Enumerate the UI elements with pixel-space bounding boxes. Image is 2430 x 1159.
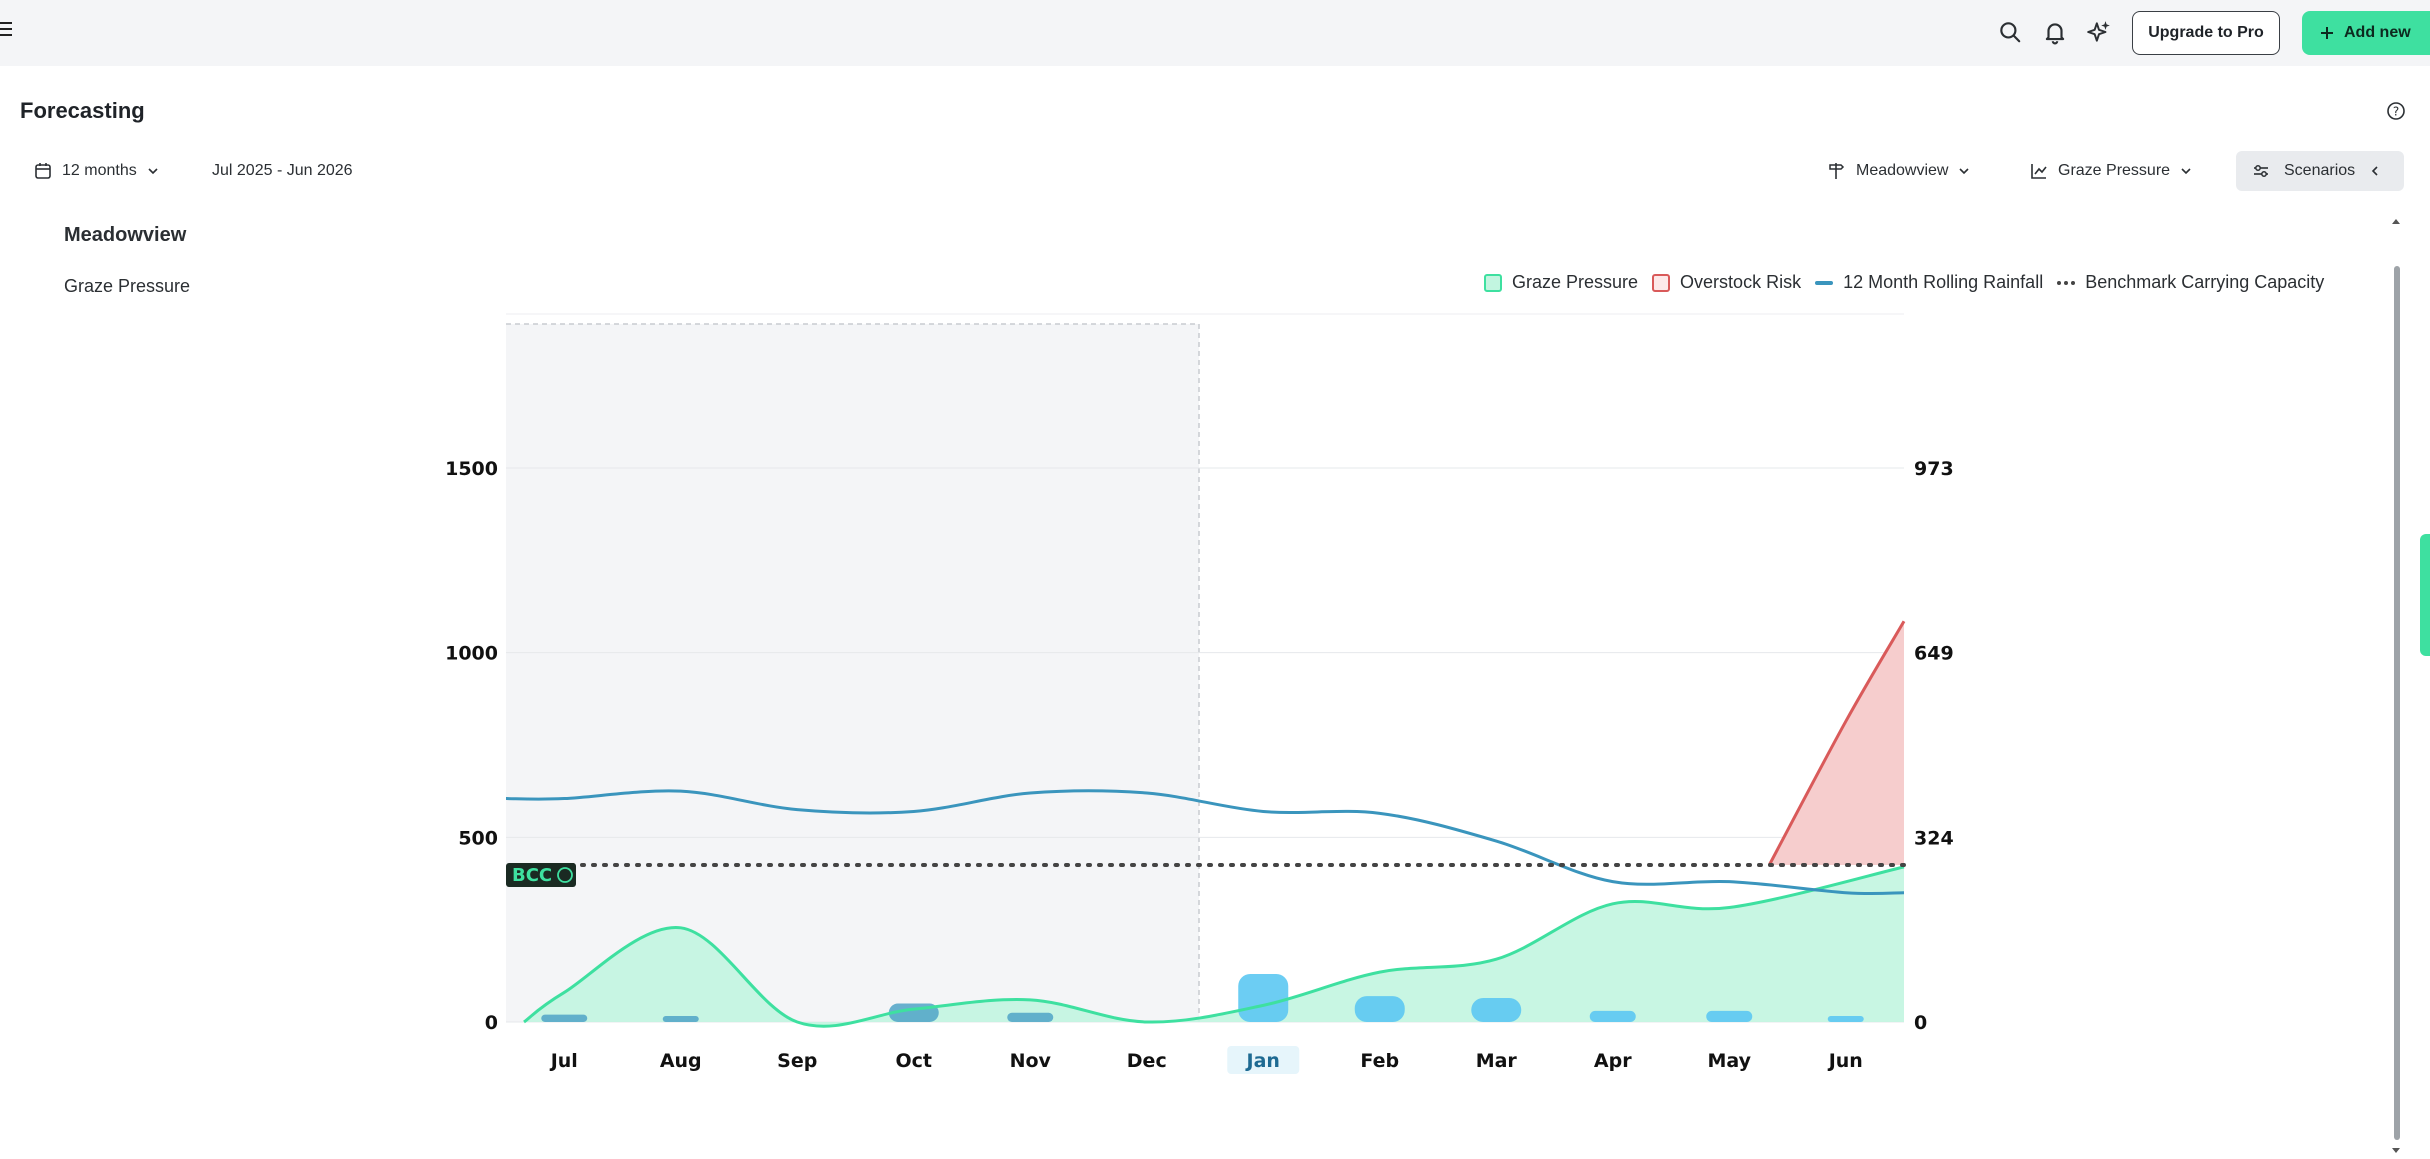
bar-nov xyxy=(1007,1012,1054,1022)
bar-jan xyxy=(1238,973,1289,1022)
benchmark-tag-label: BCC xyxy=(512,865,552,886)
legend-label: Overstock Risk xyxy=(1680,272,1802,292)
legend-item-graze-pressure[interactable]: Graze Pressure xyxy=(1484,272,1638,293)
x-tick-label: Dec xyxy=(1127,1050,1167,1072)
plus-icon xyxy=(2321,27,2333,39)
signpost-icon xyxy=(1829,163,1845,179)
scroll-up-icon[interactable] xyxy=(2390,216,2402,226)
bar-aug xyxy=(662,1016,699,1022)
info-icon xyxy=(557,867,573,883)
legend-item-benchmark[interactable]: Benchmark Carrying Capacity xyxy=(2057,272,2324,293)
scroll-down-icon[interactable] xyxy=(2390,1146,2402,1156)
bar-jun xyxy=(1827,1016,1864,1022)
y-tick-label-right: 649 xyxy=(1914,643,1954,665)
y-tick-label-right: 973 xyxy=(1914,458,1954,480)
legend-swatch xyxy=(2057,280,2076,285)
bar-may xyxy=(1706,1010,1753,1022)
x-tick-label: Sep xyxy=(777,1050,817,1072)
chevron-down-icon xyxy=(1959,168,1970,175)
x-tick-label: Jul xyxy=(549,1050,578,1072)
bar-jul xyxy=(541,1014,588,1022)
add-new-button[interactable]: Add new xyxy=(2302,11,2430,55)
x-tick-label: Jun xyxy=(1827,1050,1863,1072)
period-label: 12 months xyxy=(62,162,137,179)
period-select[interactable]: 12 months xyxy=(34,152,159,190)
line-chart-icon xyxy=(2031,164,2047,179)
bar-apr xyxy=(1589,1010,1636,1022)
legend-label: 12 Month Rolling Rainfall xyxy=(1843,272,2044,292)
y-tick-label-left: 1500 xyxy=(445,458,498,480)
side-panel-tab[interactable] xyxy=(2420,534,2430,656)
sidebar-title: Meadowview xyxy=(64,224,187,246)
search-icon[interactable] xyxy=(1997,19,2023,45)
property-label: Meadowview xyxy=(1856,162,1949,179)
bell-icon[interactable] xyxy=(2042,19,2068,45)
legend-item-overstock-risk[interactable]: Overstock Risk xyxy=(1652,272,1801,293)
legend-label: Benchmark Carrying Capacity xyxy=(2085,272,2325,292)
top-bar: Upgrade to Pro Add new xyxy=(0,0,2430,66)
help-icon[interactable]: ? xyxy=(2386,101,2406,121)
sliders-icon xyxy=(2254,165,2268,177)
bar-feb xyxy=(1354,996,1405,1022)
chevron-down-icon xyxy=(2181,168,2191,175)
legend-swatch xyxy=(1484,273,1502,292)
legend-item-rainfall[interactable]: 12 Month Rolling Rainfall xyxy=(1815,272,2043,293)
x-tick-label: Nov xyxy=(1010,1050,1052,1072)
month-highlight xyxy=(1227,1046,1300,1074)
x-tick-label: Feb xyxy=(1360,1050,1399,1072)
x-tick-label: May xyxy=(1707,1050,1751,1072)
benchmark-tag xyxy=(506,863,576,888)
series-graze-pressure-line xyxy=(523,865,1905,1028)
x-tick-label: Oct xyxy=(896,1050,933,1072)
y-tick-label-left: 0 xyxy=(485,1012,498,1034)
y-tick-label-left: 1000 xyxy=(445,643,498,665)
y-tick-label-right: 0 xyxy=(1914,1012,1927,1034)
scenarios-label: Scenarios xyxy=(2284,162,2356,179)
upgrade-button[interactable]: Upgrade to Pro xyxy=(2132,11,2280,55)
x-tick-label: Aug xyxy=(660,1050,702,1072)
date-range[interactable]: Jul 2025 - Jun 2026 xyxy=(212,162,353,179)
legend-swatch xyxy=(1652,273,1671,292)
series-graze-pressure-fill xyxy=(524,866,1904,1027)
scenarios-button[interactable]: Scenarios xyxy=(2236,151,2404,191)
chevron-left-icon xyxy=(2372,166,2378,176)
series-rainfall-line xyxy=(505,789,1905,896)
x-tick-label: Mar xyxy=(1476,1050,1518,1072)
sidebar-subtitle: Graze Pressure xyxy=(64,276,191,296)
legend-label: Graze Pressure xyxy=(1512,272,1639,292)
chevron-down-icon xyxy=(148,168,158,175)
y-tick-label-left: 500 xyxy=(458,827,498,849)
menu-icon[interactable] xyxy=(0,22,14,38)
add-new-label: Add new xyxy=(2344,24,2411,41)
historic-shade xyxy=(506,324,1199,1022)
legend-swatch xyxy=(1815,280,1834,285)
bar-mar xyxy=(1471,997,1522,1022)
x-tick-label: Apr xyxy=(1594,1050,1632,1072)
svg-text:?: ? xyxy=(2393,105,2399,119)
series-overstock-risk-line xyxy=(1767,620,1906,866)
calendar-icon xyxy=(35,163,51,179)
sparkle-icon[interactable] xyxy=(2086,19,2112,45)
y-tick-label-right: 324 xyxy=(1914,828,1954,850)
chart-legend: Graze Pressure Overstock Risk 12 Month R… xyxy=(1484,272,2324,293)
property-select[interactable]: Meadowview xyxy=(1826,152,1970,190)
metric-select[interactable]: Graze Pressure xyxy=(2030,152,2192,190)
historic-boundary xyxy=(506,323,1200,1022)
page-title: Forecasting xyxy=(20,98,145,123)
x-tick-label: Jan xyxy=(1245,1050,1280,1072)
metric-label: Graze Pressure xyxy=(2058,162,2171,179)
scrollbar-thumb[interactable] xyxy=(2394,266,2400,1140)
